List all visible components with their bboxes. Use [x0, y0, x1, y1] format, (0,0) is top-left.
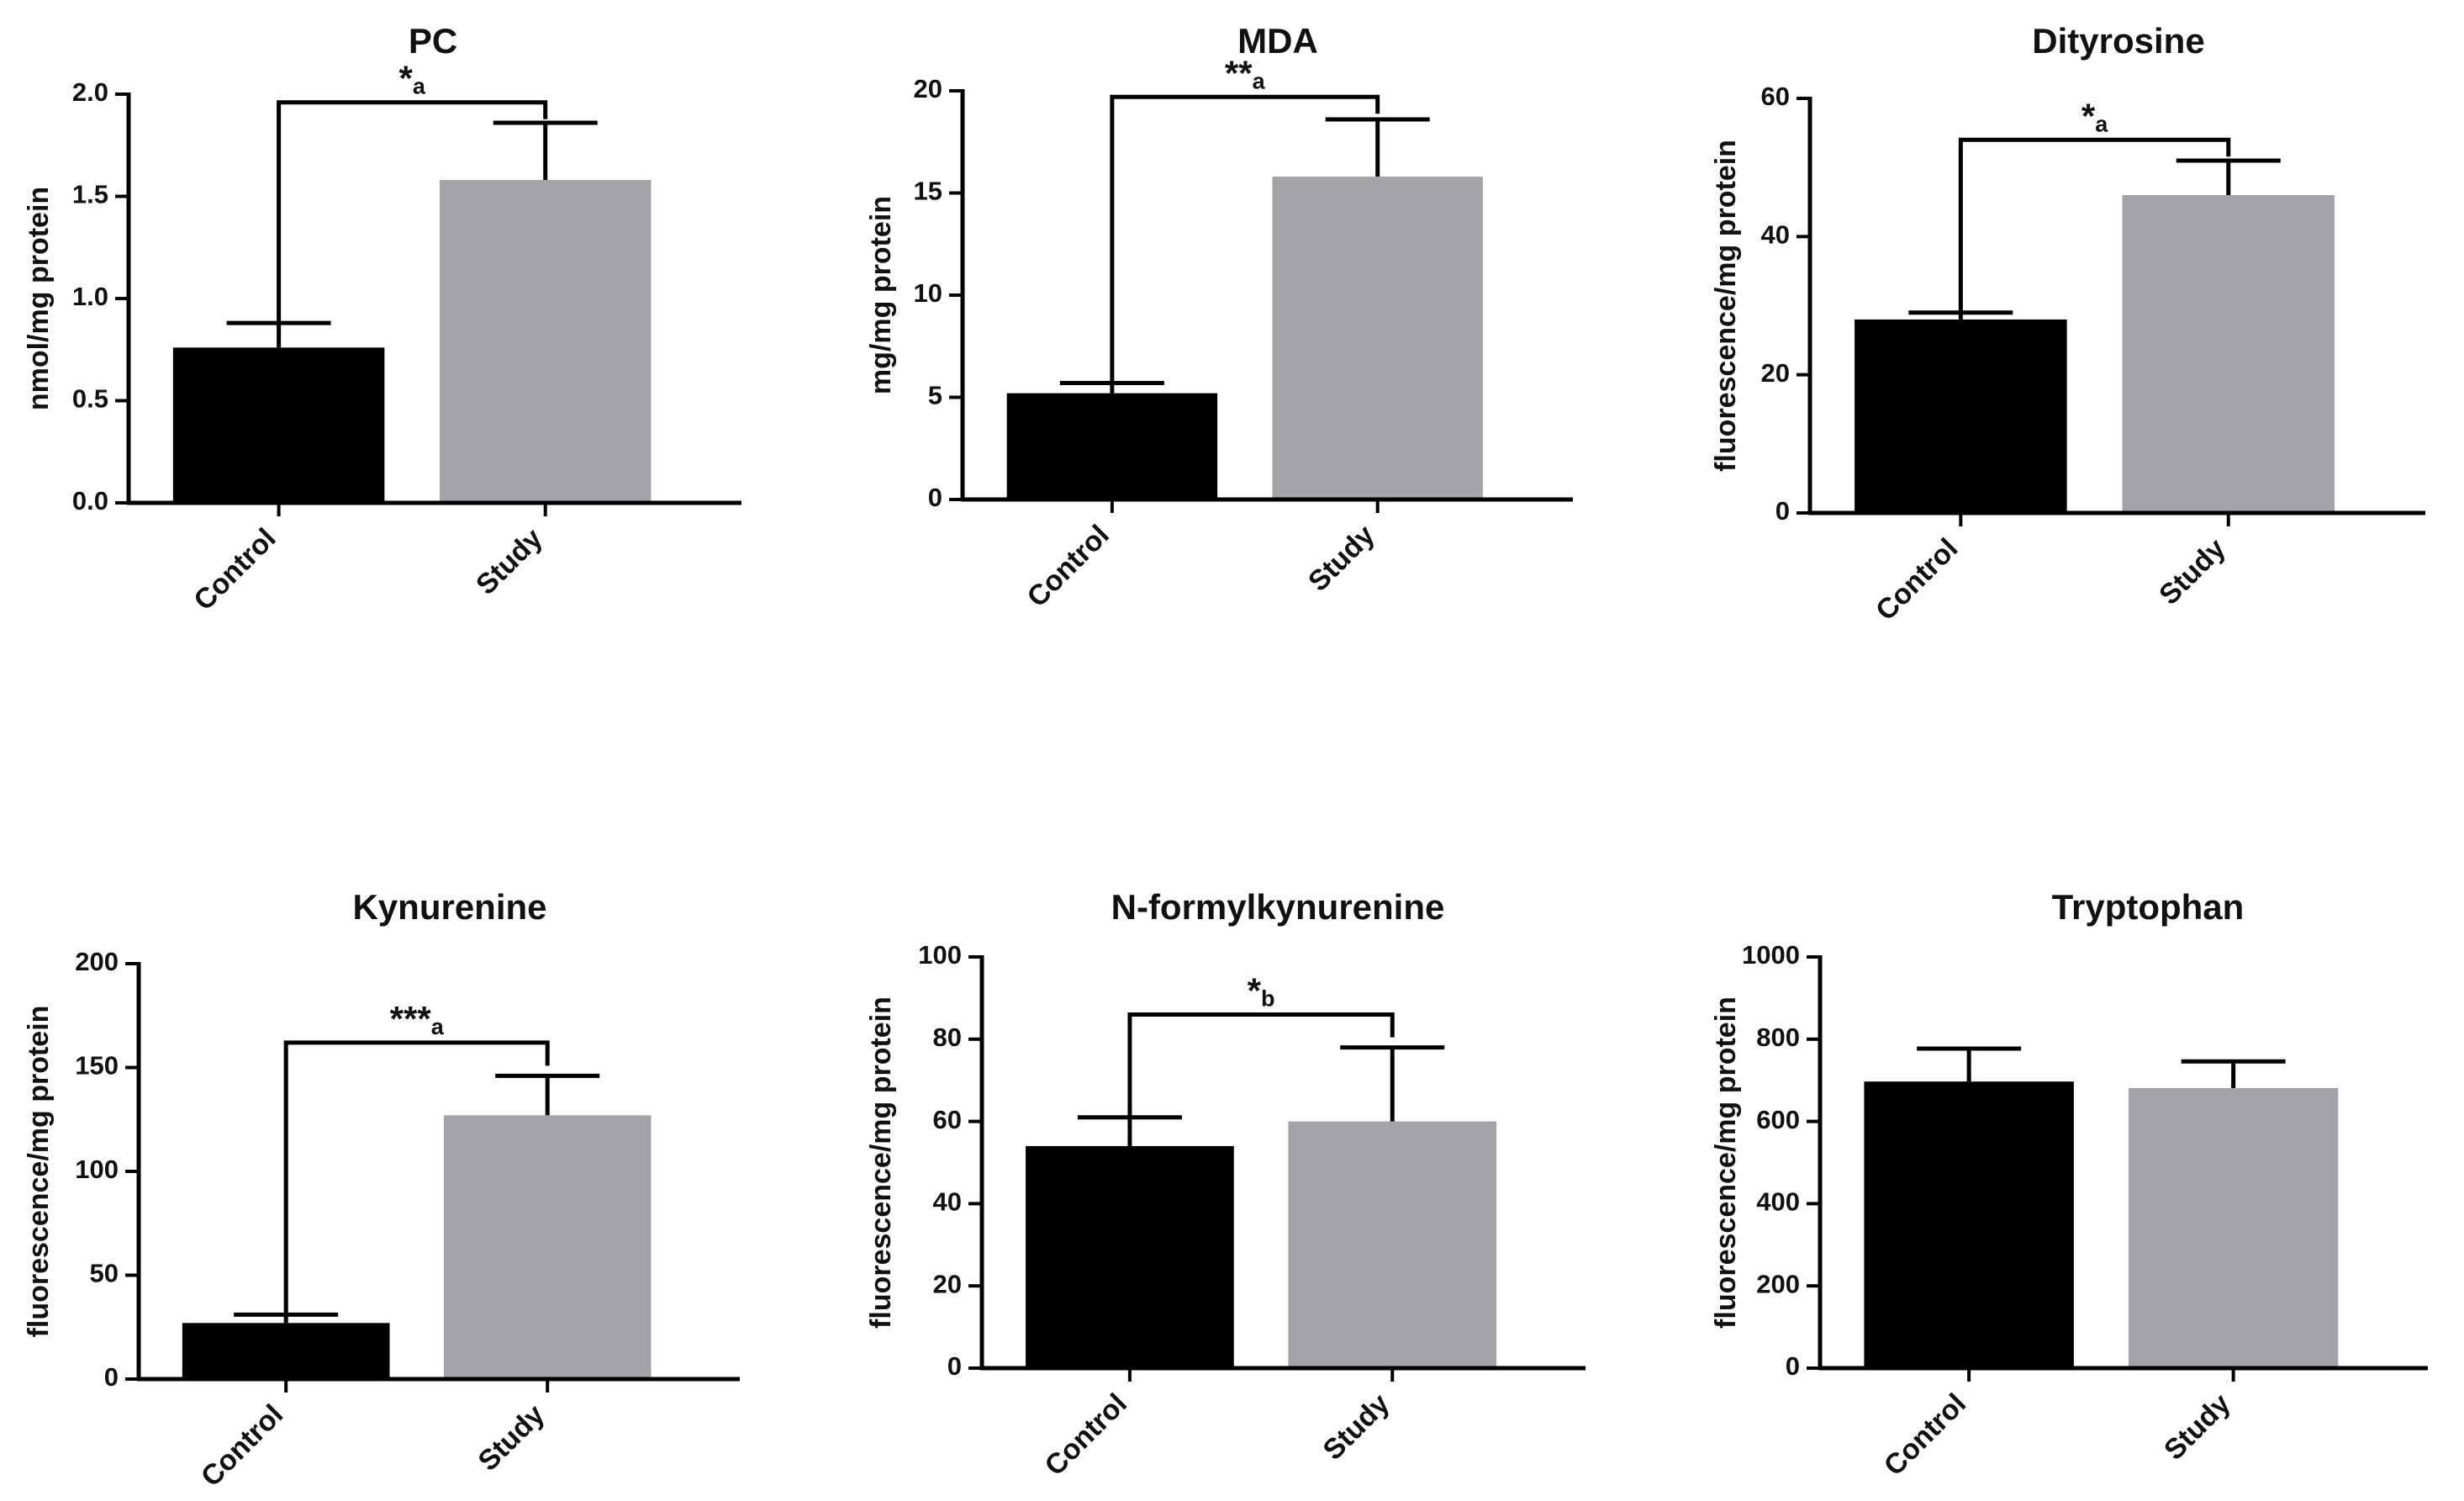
chart-panel: Tryptophan fluorescence/mg protein 0 200 400… [1710, 887, 2428, 1482]
x-tick-label: Study [472, 1398, 551, 1477]
bar-study [2122, 195, 2335, 514]
x-tick-label: Study [470, 522, 549, 601]
chart-panel: Kynurenine fluorescence/mg protein 0 50 100 1… [23, 887, 740, 1493]
bar-study [1272, 177, 1483, 499]
y-tick-label: 40 [933, 1187, 962, 1217]
significance-label: ***a [390, 999, 445, 1039]
y-tick-label: 10 [914, 278, 942, 308]
chart-title: N-formylkynurenine [1111, 887, 1445, 927]
y-tick-label: 20 [914, 74, 942, 103]
bar-study [443, 1115, 652, 1379]
y-tick-label: 2.0 [72, 77, 108, 107]
x-tick-label: Control [1878, 1387, 1972, 1482]
y-tick-label: 200 [1756, 1269, 1800, 1298]
chart-panel: Dityrosine fluorescence/mg protein 0 20 40 60… [1710, 21, 2425, 626]
y-axis-label: fluorescence/mg protein [1710, 996, 1742, 1329]
bar-control [1026, 1145, 1234, 1368]
y-axis-label: nmol/mg protein [23, 187, 55, 410]
y-tick-label: 0.0 [72, 486, 108, 515]
y-tick-label: 600 [1756, 1105, 1800, 1134]
bar-control [1006, 393, 1218, 499]
significance-bracket [1127, 1012, 1395, 1118]
significance-bracket [277, 100, 548, 324]
x-tick-label: Control [195, 1398, 289, 1493]
bar-control [1855, 319, 2067, 513]
bar-control [1864, 1081, 2074, 1368]
x-tick-label: Study [1302, 519, 1381, 598]
significance-bracket [1958, 137, 2231, 313]
y-tick-label: 0.5 [72, 384, 108, 414]
y-axis-label: fluorescence/mg protein [23, 1006, 55, 1338]
significance-label: *a [398, 59, 425, 99]
y-tick-label: 1.5 [72, 180, 108, 209]
y-tick-label: 20 [1761, 358, 1790, 388]
significance-label: **a [1225, 53, 1266, 93]
y-axis-label: mg/mg protein [865, 196, 897, 394]
y-axis-label: fluorescence/mg protein [865, 996, 897, 1329]
y-tick-label: 20 [933, 1269, 962, 1298]
chart-panel: N-formylkynurenine fluorescence/mg protei… [865, 887, 1586, 1482]
y-tick-label: 150 [75, 1051, 119, 1081]
significance-label: *b [1248, 970, 1275, 1011]
y-tick-label: 1000 [1742, 940, 1800, 970]
chart-panel: PC nmol/mg protein 0.0 0.5 1.0 1.5 2.0 Control S… [23, 21, 741, 616]
bar-study [1288, 1121, 1497, 1368]
significance-bracket [1110, 94, 1380, 383]
significance-label: *a [2081, 96, 2108, 136]
bar-control [172, 347, 385, 503]
y-tick-label: 5 [928, 381, 942, 410]
significance-bracket [283, 1040, 550, 1315]
y-tick-label: 0 [928, 483, 942, 512]
y-tick-label: 100 [75, 1155, 119, 1184]
x-tick-label: Control [187, 522, 282, 616]
y-tick-label: 1.0 [72, 282, 108, 311]
y-tick-label: 60 [933, 1105, 962, 1134]
x-tick-label: Study [2158, 1387, 2237, 1467]
chart-title: PC [409, 21, 457, 61]
bar-control [182, 1323, 390, 1379]
y-tick-label: 0 [947, 1351, 962, 1381]
y-tick-label: 100 [918, 940, 962, 970]
y-tick-label: 80 [933, 1023, 962, 1052]
x-tick-label: Control [1039, 1387, 1133, 1482]
x-tick-label: Study [2153, 532, 2232, 611]
y-tick-label: 60 [1761, 82, 1790, 111]
y-tick-label: 40 [1761, 220, 1790, 250]
bar-study [439, 180, 652, 503]
y-tick-label: 0 [1775, 496, 1790, 526]
y-tick-label: 800 [1756, 1023, 1800, 1052]
chart-title: Dityrosine [2032, 21, 2204, 61]
bar-study [2128, 1087, 2339, 1368]
y-tick-label: 50 [90, 1259, 119, 1288]
y-tick-label: 400 [1756, 1187, 1800, 1217]
chart-title: Kynurenine [352, 887, 546, 927]
y-tick-label: 0 [1786, 1351, 1800, 1381]
y-axis-label: fluorescence/mg protein [1710, 140, 1742, 472]
y-tick-label: 200 [75, 947, 119, 976]
x-tick-label: Study [1317, 1387, 1396, 1467]
chart-title: MDA [1237, 21, 1318, 61]
x-tick-label: Control [1021, 519, 1116, 613]
chart-panel: MDA mg/mg protein 0 5 10 15 20 Control Study **a [865, 21, 1573, 613]
y-tick-label: 15 [914, 177, 942, 206]
chart-title: Tryptophan [2052, 887, 2245, 927]
y-tick-label: 0 [104, 1362, 119, 1392]
x-tick-label: Control [1870, 532, 1964, 626]
